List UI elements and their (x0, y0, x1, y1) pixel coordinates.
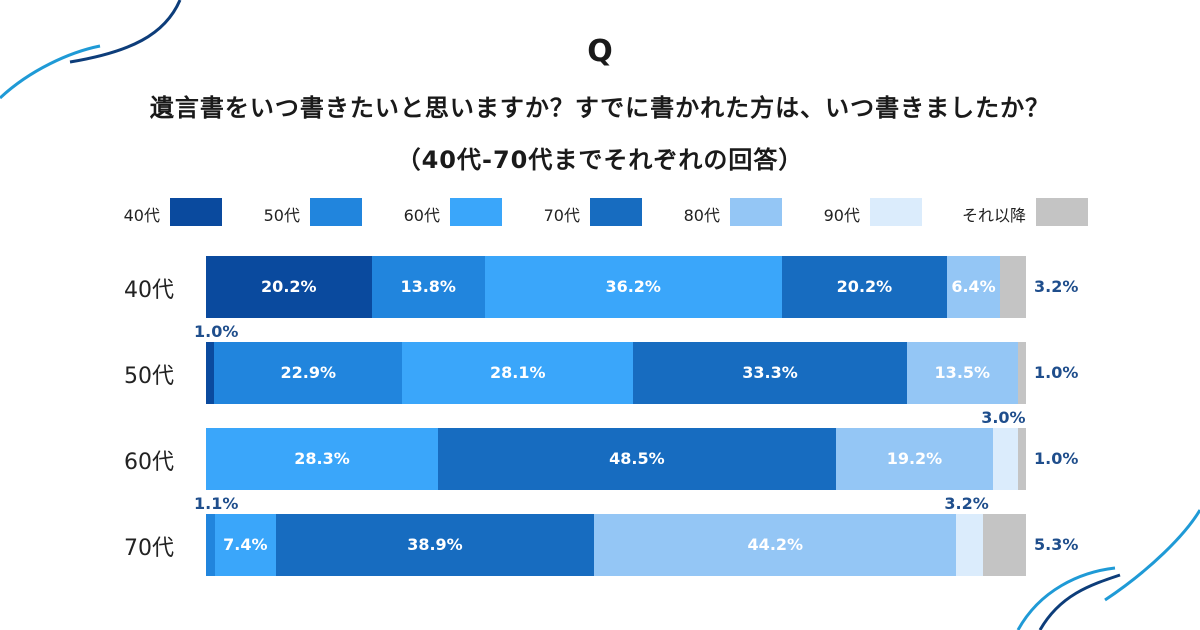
bar-segment (633, 342, 907, 404)
bar-segment (993, 428, 1018, 490)
legend-item: 80代 (582, 198, 782, 228)
legend-item: 40代 (22, 198, 222, 228)
top-left-arc-dark (69, 0, 182, 64)
data-label: 48.5% (609, 449, 665, 468)
data-label: 38.9% (407, 535, 463, 554)
legend-label: 70代 (543, 206, 580, 225)
legend-item: それ以降 (888, 198, 1088, 228)
data-label: 20.2% (261, 277, 317, 296)
category-label: 70代 (124, 536, 174, 561)
data-label: 7.4% (223, 535, 268, 554)
stacked-bar: 7.4% 38.9% 44.2% (206, 514, 1026, 576)
data-label: 3.2% (944, 494, 989, 513)
bar-segment (1017, 428, 1026, 490)
data-label: 44.2% (747, 535, 804, 554)
category-label: 50代 (124, 364, 174, 389)
question-mark: Q (587, 34, 613, 69)
category-label: 60代 (124, 450, 174, 475)
top-left-arc-light (0, 44, 101, 100)
bar-segment (906, 342, 1018, 404)
bar-segment (206, 428, 439, 490)
bar-segment (947, 256, 1000, 318)
stacked-bar: 22.9% 28.1% 33.3% 13.5% (206, 342, 1026, 404)
bar-segment (594, 514, 957, 576)
data-label: 13.5% (934, 363, 991, 382)
legend-item: 70代 (442, 198, 642, 228)
bar-segment (999, 256, 1026, 318)
chart-subtitle: （40代-70代までそれぞれの回答） (396, 146, 804, 174)
bottom-right-arc-light-2 (1016, 566, 1116, 630)
category-label: 40代 (124, 278, 174, 303)
legend-swatch (310, 198, 362, 226)
legend-item: 50代 (162, 198, 362, 228)
legend-swatch (450, 198, 502, 226)
legend-swatch (170, 198, 222, 226)
stacked-bar: 28.3% 48.5% 19.2% (206, 428, 1026, 490)
legend-label: それ以降 (961, 206, 1026, 225)
data-label: 20.2% (836, 277, 893, 296)
bar-segment (371, 256, 485, 318)
legend-swatch (730, 198, 782, 226)
data-label: 3.0% (981, 408, 1026, 427)
data-label: 33.3% (742, 363, 798, 382)
legend-swatch (870, 198, 922, 226)
legend-label: 90代 (823, 206, 860, 225)
bar-segment (275, 514, 595, 576)
bottom-right-arc-dark (1038, 573, 1121, 630)
data-label: 19.2% (886, 449, 943, 468)
stacked-bar: 20.2% 13.8% 36.2% 20.2% 6.4% (206, 256, 1026, 318)
bar-segment (206, 514, 215, 576)
bar-segment (402, 342, 634, 404)
bar-segment (438, 428, 836, 490)
legend-label: 40代 (123, 206, 160, 225)
data-label: 36.2% (605, 277, 661, 296)
bar-segment (206, 256, 372, 318)
bar-segment (215, 514, 276, 576)
legend-item: 90代 (722, 198, 922, 228)
bar-segment (206, 342, 215, 404)
bar-segment (781, 256, 948, 318)
bar-segment (214, 342, 403, 404)
data-label: 3.2% (1034, 277, 1079, 296)
chart-title: 遺言書をいつ書きたいと思いますか？すでに書かれた方は、いつ書きましたか？ (149, 94, 1051, 122)
data-label: 5.3% (1034, 535, 1079, 554)
data-label: 1.0% (1034, 363, 1079, 382)
data-label: 28.3% (294, 449, 350, 468)
legend-label: 80代 (683, 206, 720, 225)
legend-swatch (1036, 198, 1088, 226)
data-label: 6.4% (951, 277, 996, 296)
data-label: 1.0% (194, 322, 239, 341)
data-label: 22.9% (280, 363, 337, 382)
bar-segment (835, 428, 994, 490)
data-label: 1.0% (1034, 449, 1079, 468)
bar-segment (1017, 342, 1026, 404)
data-label: 1.1% (194, 494, 239, 513)
legend-item: 60代 (302, 198, 502, 228)
data-label: 28.1% (490, 363, 546, 382)
legend-label: 60代 (403, 206, 440, 225)
bar-segment (956, 514, 983, 576)
legend-label: 50代 (263, 206, 300, 225)
bottom-right-arc-light (1104, 509, 1200, 602)
legend-swatch (590, 198, 642, 226)
data-label: 13.8% (400, 277, 456, 296)
bar-segment (982, 514, 1026, 576)
bar-segment (484, 256, 782, 318)
